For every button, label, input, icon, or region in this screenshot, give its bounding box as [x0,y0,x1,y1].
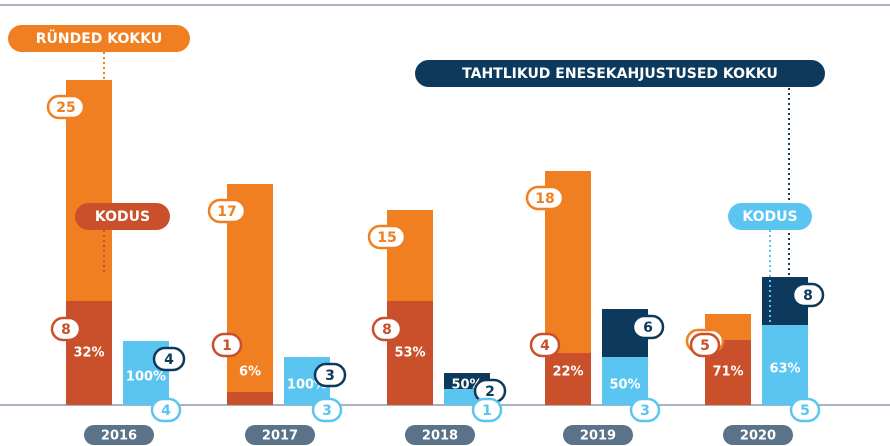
home-attacks-percent: 32% [73,346,104,361]
value-badge [46,94,86,120]
home-attacks-percent: 22% [552,365,583,380]
home-self-harm-percent: 100% [126,370,166,385]
value-label: 5 [800,403,810,419]
year-pill [563,425,633,445]
legend-pill [75,203,170,230]
value-label: 4 [540,338,550,354]
value-badge [367,224,407,250]
value-badge [207,198,247,224]
value-badge [631,314,665,340]
value-label: 15 [377,230,396,246]
year-pill [245,425,315,445]
home-self-harm-percent: 50% [609,378,640,393]
x-tick-label: 2018 [422,429,458,444]
legend-label: KODUS [95,209,150,225]
value-label: 3 [322,403,332,419]
value-label: 2 [485,384,495,400]
home-attacks-percent: 6% [239,365,261,380]
value-label: 17 [217,204,236,220]
value-label: 3 [325,368,335,384]
home-self-harm-bar [602,357,648,405]
value-badge [211,332,243,358]
value-label: 25 [56,100,75,116]
value-badge [525,185,565,211]
legend-pill [8,25,190,52]
home-attacks-percent: 71% [712,365,743,380]
value-label: 1 [222,338,232,354]
value-badge [50,316,82,342]
value-label: 4 [161,403,171,419]
value-label: 6 [643,320,653,336]
value-badge [152,346,186,372]
value-label: 8 [382,322,392,338]
year-pill [723,425,793,445]
value-label: 18 [535,191,554,207]
legend-label: KODUS [742,209,797,225]
value-badge [150,397,182,423]
value-badge [471,397,503,423]
legend-pill [415,60,825,87]
x-tick-label: 2019 [580,429,616,444]
value-label: 8 [61,322,71,338]
value-badge [529,332,561,358]
value-badge [689,332,721,358]
value-badge [311,397,343,423]
x-tick-label: 2017 [262,429,298,444]
value-badge [371,316,403,342]
x-tick-label: 2020 [740,429,776,444]
home-attacks-bar [545,353,591,405]
value-badge [791,282,825,308]
x-tick-label: 2016 [101,429,137,444]
legend-label: RÜNDED KOKKU [36,29,163,47]
home-self-harm-percent: 63% [769,362,800,377]
value-label: 1 [482,403,492,419]
legend-pill [728,203,812,230]
value-label: 4 [164,352,174,368]
year-pill [84,425,154,445]
home-self-harm-bar [762,325,808,405]
home-attacks-bar [227,392,273,405]
home-attacks-percent: 53% [394,346,425,361]
year-pill [405,425,475,445]
value-badge [789,397,821,423]
value-badge [313,362,347,388]
legend-label: TAHTLIKUD ENESEKAHJUSTUSED KOKKU [462,66,778,82]
value-label: 8 [803,288,813,304]
value-label: 3 [640,403,650,419]
value-badge [629,397,661,423]
value-label: 5 [700,338,710,354]
